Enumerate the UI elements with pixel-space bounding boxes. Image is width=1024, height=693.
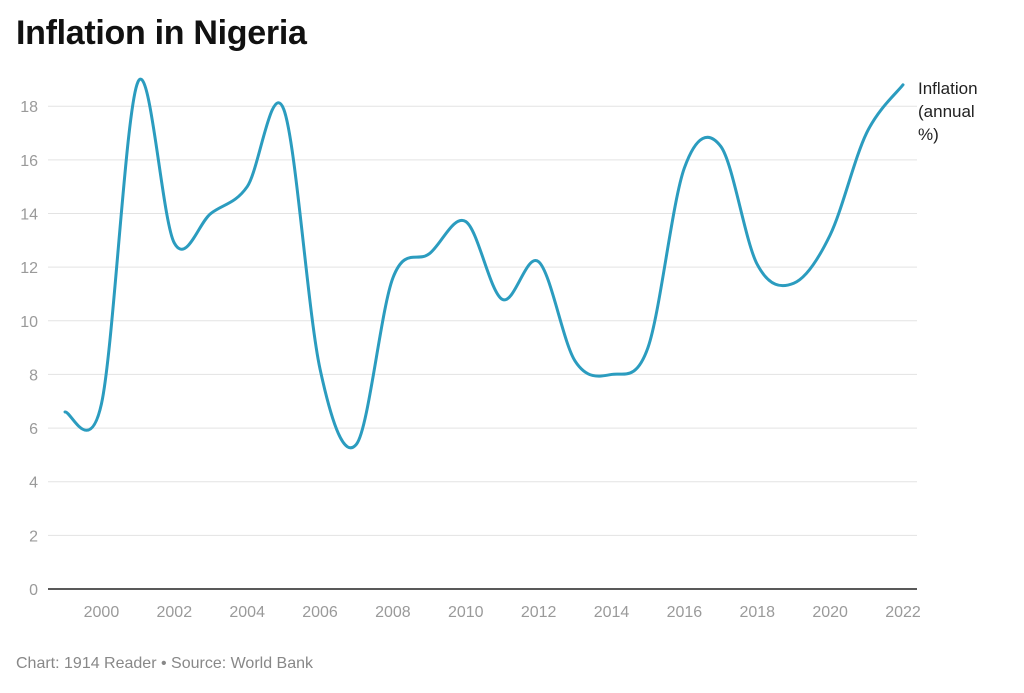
y-tick-label: 4 [29, 475, 38, 492]
y-axis-ticks: 0 2 4 6 8 10 12 14 16 18 [20, 99, 38, 599]
series-group [63, 77, 905, 450]
y-tick-label: 2 [29, 528, 38, 545]
x-tick-label: 2010 [448, 604, 484, 621]
x-tick-label: 2022 [885, 604, 921, 621]
series-label-line: (annual [918, 102, 975, 121]
y-tick-label: 10 [20, 314, 38, 331]
y-tick-label: 12 [20, 260, 38, 277]
x-tick-label: 2004 [229, 604, 265, 621]
series-line [63, 77, 905, 450]
y-tick-label: 18 [20, 99, 38, 116]
x-tick-label: 2018 [739, 604, 775, 621]
grid-lines [48, 105, 917, 536]
x-tick-label: 2014 [594, 604, 630, 621]
x-tick-label: 2016 [667, 604, 703, 621]
x-tick-label: 2008 [375, 604, 411, 621]
y-tick-label: 16 [20, 153, 38, 170]
chart-source-footer: Chart: 1914 Reader • Source: World Bank [16, 655, 314, 672]
series-label-line: %) [918, 125, 939, 144]
x-tick-label: 2006 [302, 604, 338, 621]
x-tick-label: 2000 [84, 604, 120, 621]
x-tick-label: 2012 [521, 604, 557, 621]
y-tick-label: 14 [20, 207, 38, 224]
series-label: Inflation (annual%) [918, 79, 978, 144]
y-tick-label: 6 [29, 421, 38, 438]
series-label-line: Inflation [918, 79, 978, 98]
x-tick-label: 2002 [157, 604, 193, 621]
chart-title: Inflation in Nigeria [16, 14, 307, 52]
x-tick-label: 2020 [812, 604, 848, 621]
y-tick-label: 8 [29, 367, 38, 384]
y-tick-label: 0 [29, 582, 38, 599]
x-axis-ticks: 2000 2002 2004 2006 2008 2010 2012 2014 2016 2018… [84, 604, 921, 621]
